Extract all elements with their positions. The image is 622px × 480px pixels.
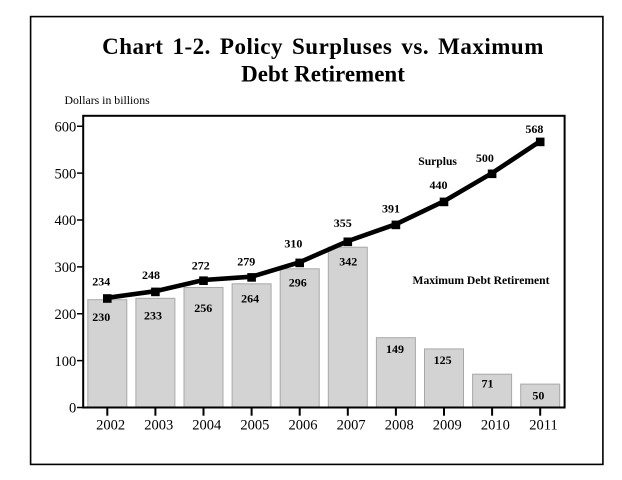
- svg-text:71: 71: [482, 376, 494, 390]
- svg-text:100: 100: [55, 354, 77, 370]
- svg-text:2011: 2011: [529, 418, 557, 434]
- svg-text:500: 500: [55, 166, 77, 182]
- svg-text:2002: 2002: [96, 418, 125, 434]
- svg-text:233: 233: [144, 309, 162, 323]
- svg-text:2003: 2003: [144, 418, 173, 434]
- svg-text:125: 125: [434, 353, 452, 367]
- svg-text:2004: 2004: [192, 418, 222, 434]
- svg-text:2006: 2006: [289, 418, 318, 434]
- svg-text:2007: 2007: [337, 418, 366, 434]
- svg-text:149: 149: [386, 342, 404, 356]
- svg-text:200: 200: [55, 307, 77, 323]
- svg-text:400: 400: [55, 213, 77, 229]
- svg-text:2010: 2010: [481, 418, 510, 434]
- svg-text:230: 230: [92, 310, 110, 324]
- svg-text:2009: 2009: [433, 418, 462, 434]
- svg-text:272: 272: [192, 258, 210, 272]
- svg-text:Debt Retirement: Debt Retirement: [241, 62, 405, 87]
- svg-text:234: 234: [92, 275, 110, 289]
- svg-text:296: 296: [289, 275, 307, 289]
- svg-text:310: 310: [284, 237, 302, 251]
- svg-text:600: 600: [55, 119, 77, 135]
- svg-text:Dollars in billions: Dollars in billions: [65, 93, 151, 107]
- svg-text:264: 264: [241, 292, 259, 306]
- svg-text:Maximum Debt Retirement: Maximum Debt Retirement: [413, 274, 550, 287]
- svg-text:568: 568: [525, 122, 543, 136]
- svg-text:Chart 1-2. Policy Surpluses vs: Chart 1-2. Policy Surpluses vs. Maximum: [102, 34, 544, 59]
- svg-text:391: 391: [382, 202, 400, 216]
- svg-text:0: 0: [69, 401, 76, 417]
- svg-text:Surplus: Surplus: [418, 155, 457, 168]
- svg-text:440: 440: [430, 178, 448, 192]
- svg-text:50: 50: [532, 389, 544, 403]
- svg-text:500: 500: [476, 151, 494, 165]
- svg-text:248: 248: [142, 268, 160, 282]
- svg-text:279: 279: [237, 254, 255, 268]
- svg-text:355: 355: [334, 216, 352, 230]
- svg-text:2008: 2008: [385, 418, 414, 434]
- svg-text:256: 256: [194, 301, 212, 315]
- svg-text:300: 300: [55, 260, 77, 276]
- svg-text:2005: 2005: [240, 418, 269, 434]
- svg-text:342: 342: [339, 254, 357, 268]
